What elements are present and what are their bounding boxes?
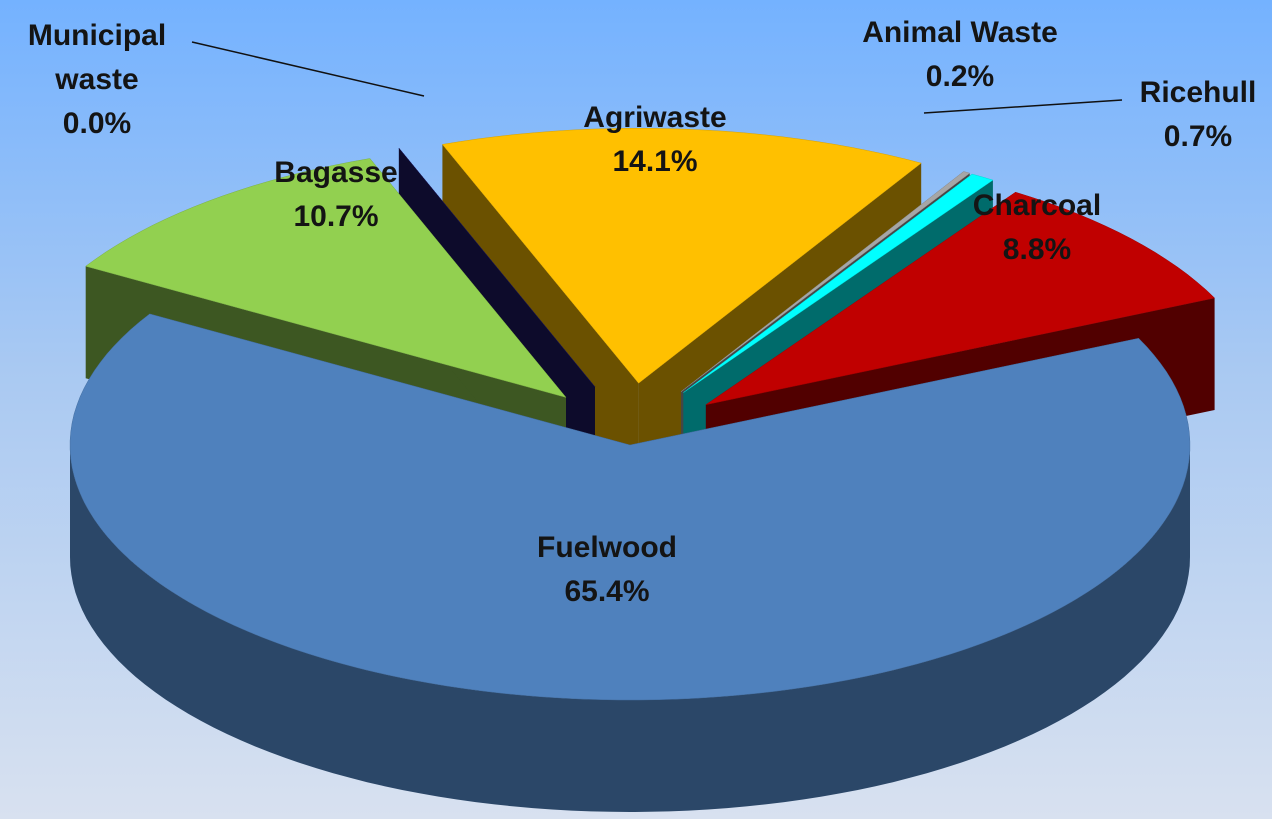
label-value: 0.7% (1163, 120, 1233, 153)
slice (85, 158, 567, 398)
label-name: Agriwaste (583, 101, 727, 134)
slice (398, 147, 596, 388)
label-value: 65.4% (564, 575, 650, 608)
slice (69, 313, 1191, 701)
label-name: Bagasse (274, 156, 398, 189)
data-label: Bagasse 10.7% (274, 151, 397, 239)
label-value: 0.0% (62, 107, 132, 140)
data-label: Agriwaste 14.1% (583, 96, 726, 184)
label-value: 0.2% (925, 60, 995, 93)
label-name: Fuelwood (537, 531, 677, 564)
label-name: Ricehull (1139, 76, 1257, 109)
label-value: 14.1% (612, 145, 698, 178)
leader-line (923, 99, 1123, 114)
label-value: 8.8% (1002, 233, 1072, 266)
label-value: 10.7% (293, 200, 379, 233)
data-label: Animal Waste 0.2% (862, 11, 1058, 99)
slice (680, 171, 971, 392)
data-label: Charcoal 8.8% (973, 184, 1101, 272)
label-name: Charcoal (972, 189, 1102, 222)
slice (705, 191, 1216, 405)
slice (683, 173, 994, 393)
leader-line (191, 41, 425, 97)
label-name: Animal Waste (862, 16, 1058, 49)
data-label: Municipal waste 0.0% (12, 14, 182, 146)
data-label: Fuelwood 65.4% (537, 526, 677, 614)
slice (441, 128, 922, 384)
label-name: Municipal waste (27, 19, 167, 96)
data-label: Ricehull 0.7% (1140, 71, 1257, 159)
slice-outer-side (70, 445, 1190, 812)
